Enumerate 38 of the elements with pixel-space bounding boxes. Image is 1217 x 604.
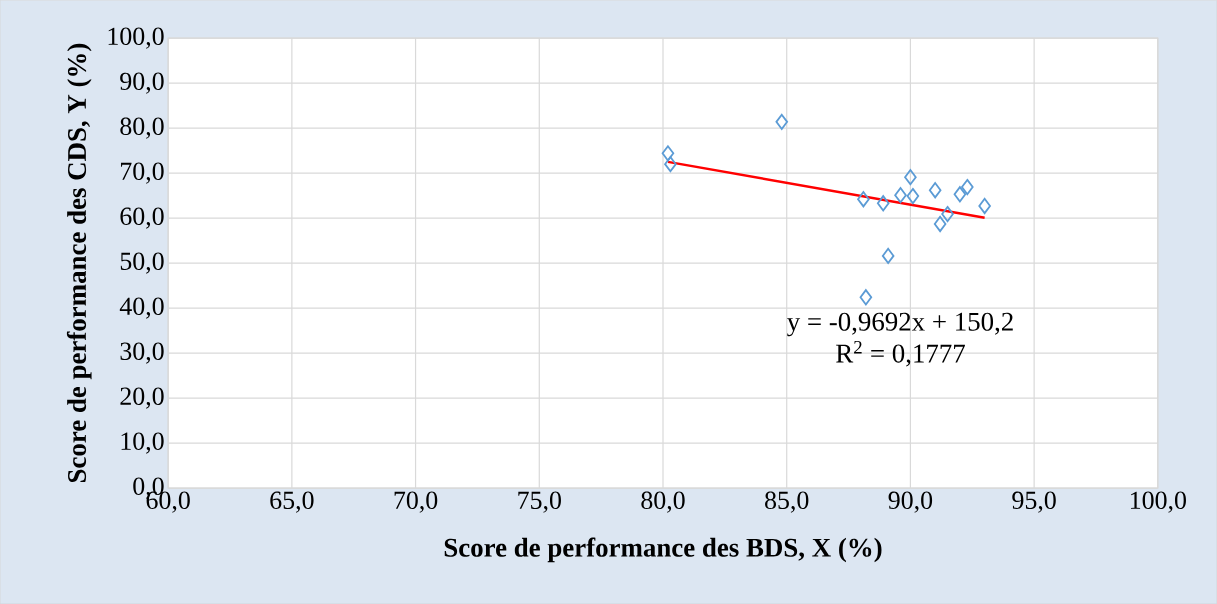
point <box>894 187 907 204</box>
point <box>904 169 917 186</box>
point <box>775 113 789 130</box>
x-tick-label: 70,0 <box>394 491 438 513</box>
point <box>928 182 942 199</box>
y-tick-label: 80,0 <box>120 117 164 139</box>
x-tick-label: 95,0 <box>1012 491 1056 513</box>
y-tick-label: 40,0 <box>119 297 164 319</box>
x-tick-label: 80,0 <box>641 491 685 513</box>
point <box>933 215 947 232</box>
point <box>857 191 870 208</box>
y-tick-label: 20,0 <box>120 387 164 409</box>
x-tick-label: 90,0 <box>888 491 933 513</box>
point <box>859 289 873 306</box>
point <box>961 178 974 196</box>
y-tick-label: 30,0 <box>120 342 164 364</box>
y-tick-label: 100,0 <box>108 27 164 49</box>
x-tick-label: 100,0 <box>1130 491 1186 513</box>
x-tick-label: 85,0 <box>765 491 809 513</box>
point <box>661 145 675 162</box>
x-tick-label: 75,0 <box>518 491 561 513</box>
y-tick-label: 60,0 <box>120 207 164 229</box>
y-tick-label: 10,0 <box>121 432 164 454</box>
point <box>876 195 890 212</box>
point <box>941 205 954 223</box>
y-tick-label: 90,0 <box>120 72 164 94</box>
point <box>664 155 677 173</box>
point <box>978 197 991 214</box>
point <box>881 247 895 264</box>
x-axis-title: Score de performance des BDS, X (%) <box>444 537 882 563</box>
annotation: y = -0,9692x + 150,2 <box>787 312 1013 337</box>
point <box>906 187 920 205</box>
point <box>953 186 967 203</box>
x-tick-label: 65,0 <box>270 491 314 513</box>
y-tick-label: 50,0 <box>120 252 164 274</box>
y-tick-label: 70,0 <box>121 162 164 184</box>
y-axis-title: Score de performance des CDS, Y (%) <box>66 43 92 482</box>
annotation: R$^{2}$ = 0,1777 <box>836 340 965 367</box>
